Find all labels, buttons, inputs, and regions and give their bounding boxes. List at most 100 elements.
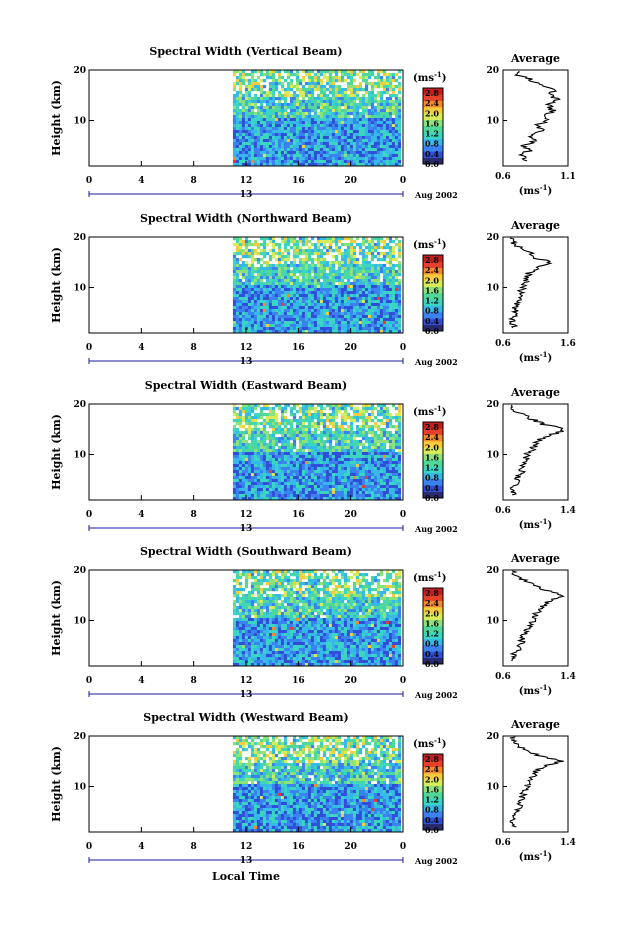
colorbar-unit-label: (ms-1) [413,736,446,750]
colorbar-swatch [423,466,443,473]
profile-x-unit: (ms-1) [519,350,552,364]
x-tick-label: 4 [138,176,144,186]
panel-2: Spectral Width (Northward Beam) Height (k… [50,212,576,367]
colorbar-swatch [423,594,443,601]
colorbar-tick-label: 1.2 [425,629,439,639]
profile-title: Average [510,219,560,232]
y-tick-label: 10 [73,451,86,461]
colorbar-tick-label: 1.2 [425,795,439,805]
colorbar-tick-label: 1.2 [425,129,439,139]
x-tick-label: 0 [86,842,92,852]
x-tick-label: 20 [344,343,357,353]
average-profile: Average 20 10 0.6 1.1 (ms-1) [486,52,575,197]
profile-x-unit: (ms-1) [519,183,552,197]
profile-title: Average [510,52,560,65]
x-tick-label: 0 [86,510,92,520]
colorbar-swatch [423,632,443,639]
profile-title: Average [510,718,560,731]
x-tick-label: 20 [344,842,357,852]
colorbar-swatch [423,472,443,480]
colorbar-tick-label: 0.0 [425,493,439,503]
colorbar-swatch [423,261,443,268]
x-tick-label: 16 [292,842,305,852]
x-tick-label: 16 [292,510,305,520]
colorbar-tick-label: 1.2 [425,296,439,306]
colorbar-swatch [423,441,443,448]
colorbar-unit-label: (ms-1) [413,570,446,584]
date-day-label: 13 [240,856,253,866]
colorbar-swatch [423,619,443,627]
profile-x-unit: (ms-1) [519,683,552,697]
profile-x-tick-label: 1.4 [560,506,576,516]
profile-x-tick-label: 0.6 [495,838,511,848]
colorbar-swatch [423,491,443,499]
colorbar-tick-label: 1.6 [425,452,439,462]
colorbar-tick-label: 2.0 [425,442,439,452]
colorbar-swatch [423,626,443,633]
heatmap-cells [232,736,402,833]
colorbar-tick-label: 0.4 [425,149,439,159]
colorbar-swatch [423,305,443,313]
profile-y-tick-label: 20 [486,732,499,742]
colorbar-swatch [423,638,443,646]
x-tick-label: 20 [344,676,357,686]
date-day-label: 13 [240,190,253,200]
colorbar-tick-label: 0.8 [425,805,439,815]
profile-y-tick-label: 10 [486,617,499,627]
average-profile: Average 20 10 0.6 1.4 (ms-1) [486,552,575,697]
colorbar-swatch [423,312,443,319]
colorbar-tick-label: 1.6 [425,118,439,128]
colorbar-tick-label: 1.6 [425,784,439,794]
colorbar-tick-label: 1.2 [425,463,439,473]
colorbar-swatch [423,817,443,824]
colorbar-frame [422,254,444,332]
colorbar-swatch [423,600,443,608]
colorbar-swatch [423,274,443,281]
colorbar-tick-label: 2.8 [425,255,439,265]
x-tick-label: 0 [400,842,406,852]
x-tick-label: 4 [138,842,144,852]
colorbar-swatch [423,804,443,812]
colorbar-swatch [423,645,443,652]
x-axis-label: Local Time [212,870,280,883]
colorbar-frame [422,587,444,665]
colorbar-swatch [423,823,443,831]
colorbar-swatch [423,324,443,332]
x-tick-label: 20 [344,510,357,520]
colorbar-tick-label: 0.8 [425,306,439,316]
profile-title: Average [510,386,560,399]
colorbar-swatch [423,267,443,275]
profile-line [513,70,561,162]
panel-title: Spectral Width (Northward Beam) [140,212,352,225]
colorbar-swatch [423,588,443,595]
profile-x-tick-label: 1.6 [560,339,576,349]
colorbar-tick-label: 0.4 [425,815,439,825]
colorbar-tick-label: 0.4 [425,649,439,659]
colorbar-unit-label: (ms-1) [413,237,446,251]
colorbar-swatch [423,798,443,805]
colorbar-swatch [423,286,443,294]
average-profile: Average 20 10 0.6 1.4 (ms-1) [486,718,575,863]
colorbar-tick-label: 2.8 [425,588,439,598]
x-tick-label: 0 [86,176,92,186]
date-month-label: Aug 2002 [414,690,458,700]
profile-x-tick-label: 1.1 [560,172,576,182]
profile-y-tick-label: 20 [486,566,499,576]
x-tick-label: 8 [191,176,197,186]
profile-x-tick-label: 0.6 [495,506,511,516]
colorbar-swatch [423,434,443,442]
colorbar-swatch [423,485,443,492]
colorbar-swatch [423,100,443,108]
y-tick-label: 10 [73,284,86,294]
colorbar-tick-label: 2.0 [425,108,439,118]
colorbar-tick-label: 0.8 [425,139,439,149]
colorbar-tick-label: 2.4 [425,265,439,275]
colorbar-tick-label: 0.0 [425,659,439,669]
y-tick-label: 10 [73,617,86,627]
colorbar-unit: (ms-1) [413,736,446,750]
x-tick-label: 8 [191,842,197,852]
colorbar-tick-label: 0.0 [425,326,439,336]
colorbar-swatch [423,138,443,146]
profile-y-tick-label: 20 [486,400,499,410]
profile-frame [502,69,569,167]
